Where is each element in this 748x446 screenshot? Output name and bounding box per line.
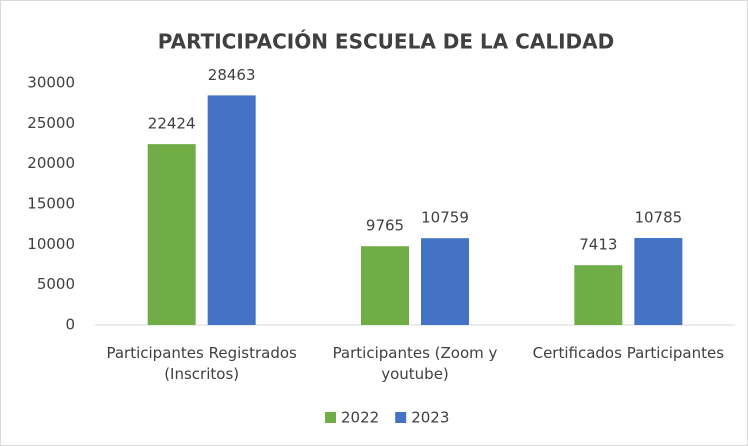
data-label: 10785 (634, 209, 682, 227)
bar (634, 238, 683, 325)
y-tick-label: 25000 (27, 114, 75, 132)
y-tick-label: 10000 (27, 235, 75, 253)
data-label: 9765 (366, 217, 404, 235)
bar (147, 144, 196, 325)
x-tick-label: Participantes Registrados (Inscritos) (106, 344, 297, 383)
y-tick-label: 5000 (37, 275, 75, 293)
y-tick-label: 15000 (27, 195, 75, 213)
y-tick-label: 20000 (27, 154, 75, 172)
data-label: 7413 (579, 236, 617, 254)
data-label: 10759 (421, 209, 469, 227)
bar (207, 95, 256, 325)
legend-label: 2022 (341, 409, 379, 427)
legend-label: 2023 (411, 409, 449, 427)
y-tick-label: 30000 (27, 74, 75, 92)
data-label: 28463 (208, 66, 256, 84)
y-tick-label: 0 (65, 316, 75, 334)
legend-swatch (395, 412, 407, 423)
bar (574, 265, 623, 325)
data-label: 22424 (148, 115, 196, 133)
x-tick-label: Certificados Participantes (532, 344, 725, 362)
x-tick-label: Participantes (Zoom y youtube) (332, 344, 498, 383)
legend-swatch (325, 412, 336, 423)
bar (421, 238, 469, 325)
chart-title: PARTICIPACIÓN ESCUELA DE LA CALIDAD (158, 30, 614, 54)
bar (361, 246, 409, 325)
